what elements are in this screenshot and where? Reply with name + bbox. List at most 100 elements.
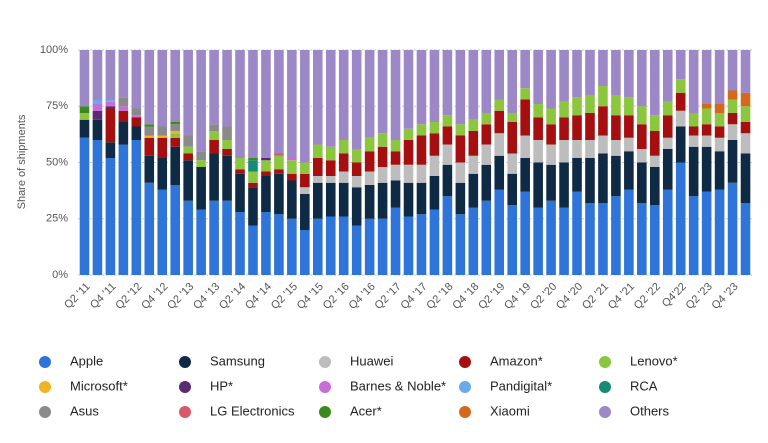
bar-segment [727, 50, 738, 91]
bar-segment [248, 182, 258, 188]
bar-segment [662, 189, 673, 275]
bar-segment [520, 88, 530, 100]
legend-swatch [319, 356, 331, 368]
bar-segment [442, 50, 453, 116]
bar-segment [196, 209, 206, 275]
bar-segment [209, 124, 219, 131]
bar-segment [377, 50, 388, 134]
bar-segment [675, 92, 686, 111]
bar-segment [312, 158, 323, 176]
bar-segment [611, 140, 621, 156]
bar-segment [92, 119, 103, 140]
bar-segment [131, 117, 142, 127]
bar-segment [351, 176, 362, 188]
bar-segment [585, 50, 595, 95]
bar-segment [637, 50, 647, 107]
bar-segment [261, 158, 271, 161]
bar-segment [209, 200, 219, 275]
bar-segment [403, 216, 414, 275]
bar-segment [118, 106, 129, 111]
legend-label: Acer* [350, 403, 382, 418]
bar-segment [274, 155, 284, 170]
bar-segment [79, 113, 90, 120]
legend-item: Xiaomi [459, 403, 530, 418]
bar-segment [248, 50, 258, 158]
bar-segment [727, 113, 738, 125]
bar-segment [351, 187, 362, 226]
bar-segment [183, 50, 193, 136]
bar-segment [79, 106, 90, 113]
bar-segment [727, 140, 738, 183]
bar-segment [662, 101, 673, 116]
bar-segment [416, 50, 427, 125]
legend-swatch [599, 381, 611, 393]
bar-segment [546, 108, 556, 125]
bar-segment [675, 126, 686, 163]
bar-segment [714, 151, 725, 190]
legend-label: Amazon* [490, 353, 543, 368]
bar-segment [312, 218, 323, 275]
bar-segment [714, 126, 725, 138]
x-tick-label: Q4 '18 [450, 281, 481, 312]
bar-segment [688, 50, 699, 113]
bar-segment [507, 173, 518, 206]
bar-segment [235, 169, 245, 174]
bar-segment [481, 200, 492, 275]
bar-segment [533, 50, 543, 104]
bar-segment [118, 144, 129, 275]
bar-segment [507, 205, 518, 275]
bar-segment [429, 209, 440, 275]
bar-segment [300, 194, 310, 230]
legend-label: Asus [70, 403, 99, 418]
legend-swatch [39, 356, 51, 368]
bar-segment [455, 162, 466, 183]
x-tick-label: Q2 '19 [476, 281, 507, 312]
bar-segment [649, 131, 660, 156]
bar-segment [520, 50, 530, 89]
bar-segment [377, 133, 388, 147]
bar-segment [170, 146, 181, 185]
bar-segment [222, 50, 232, 127]
bar-segment [390, 180, 401, 208]
bar-segment [92, 50, 103, 100]
bar-segment [533, 140, 543, 163]
bar-segment [481, 50, 492, 113]
legend-item: Pandigital* [459, 378, 552, 393]
bar-segment [157, 137, 168, 158]
bar-segment [688, 113, 699, 127]
bar-segment [688, 146, 699, 197]
bar-segment [105, 101, 116, 107]
bar-segment [727, 90, 738, 100]
bar-segment [675, 50, 686, 80]
bar-segment [312, 176, 323, 183]
bar-segment [364, 218, 375, 275]
bar-segment [287, 160, 297, 174]
bar-segment [455, 135, 466, 163]
bar-segment [261, 212, 271, 275]
bar-segment [196, 151, 206, 161]
bar-segment [559, 50, 569, 102]
bar-segment [740, 50, 751, 93]
bar-segment [92, 110, 103, 120]
bar-segment [364, 151, 375, 172]
bar-segment [390, 151, 401, 165]
x-tick-label: Q2 '22 [632, 281, 663, 312]
bar-segment [144, 126, 155, 136]
bar-segment [688, 126, 699, 136]
legend-swatch [459, 356, 471, 368]
bar-segment [598, 153, 608, 203]
bar-segment [559, 101, 569, 118]
bar-segment [494, 110, 505, 134]
bar-segment [662, 50, 673, 102]
y-tick-label: 0% [52, 269, 68, 281]
bar-segment [714, 104, 725, 113]
bar-segment [235, 158, 245, 170]
bar-segment [131, 108, 142, 116]
bar-segment [325, 216, 336, 275]
bar-segment [364, 171, 375, 185]
x-tick-label: Q2 '12 [113, 281, 144, 312]
bar-segment [105, 108, 116, 143]
bar-segment [235, 212, 245, 275]
legend-item: Lenovo* [599, 353, 678, 368]
bar-segment [118, 122, 129, 145]
